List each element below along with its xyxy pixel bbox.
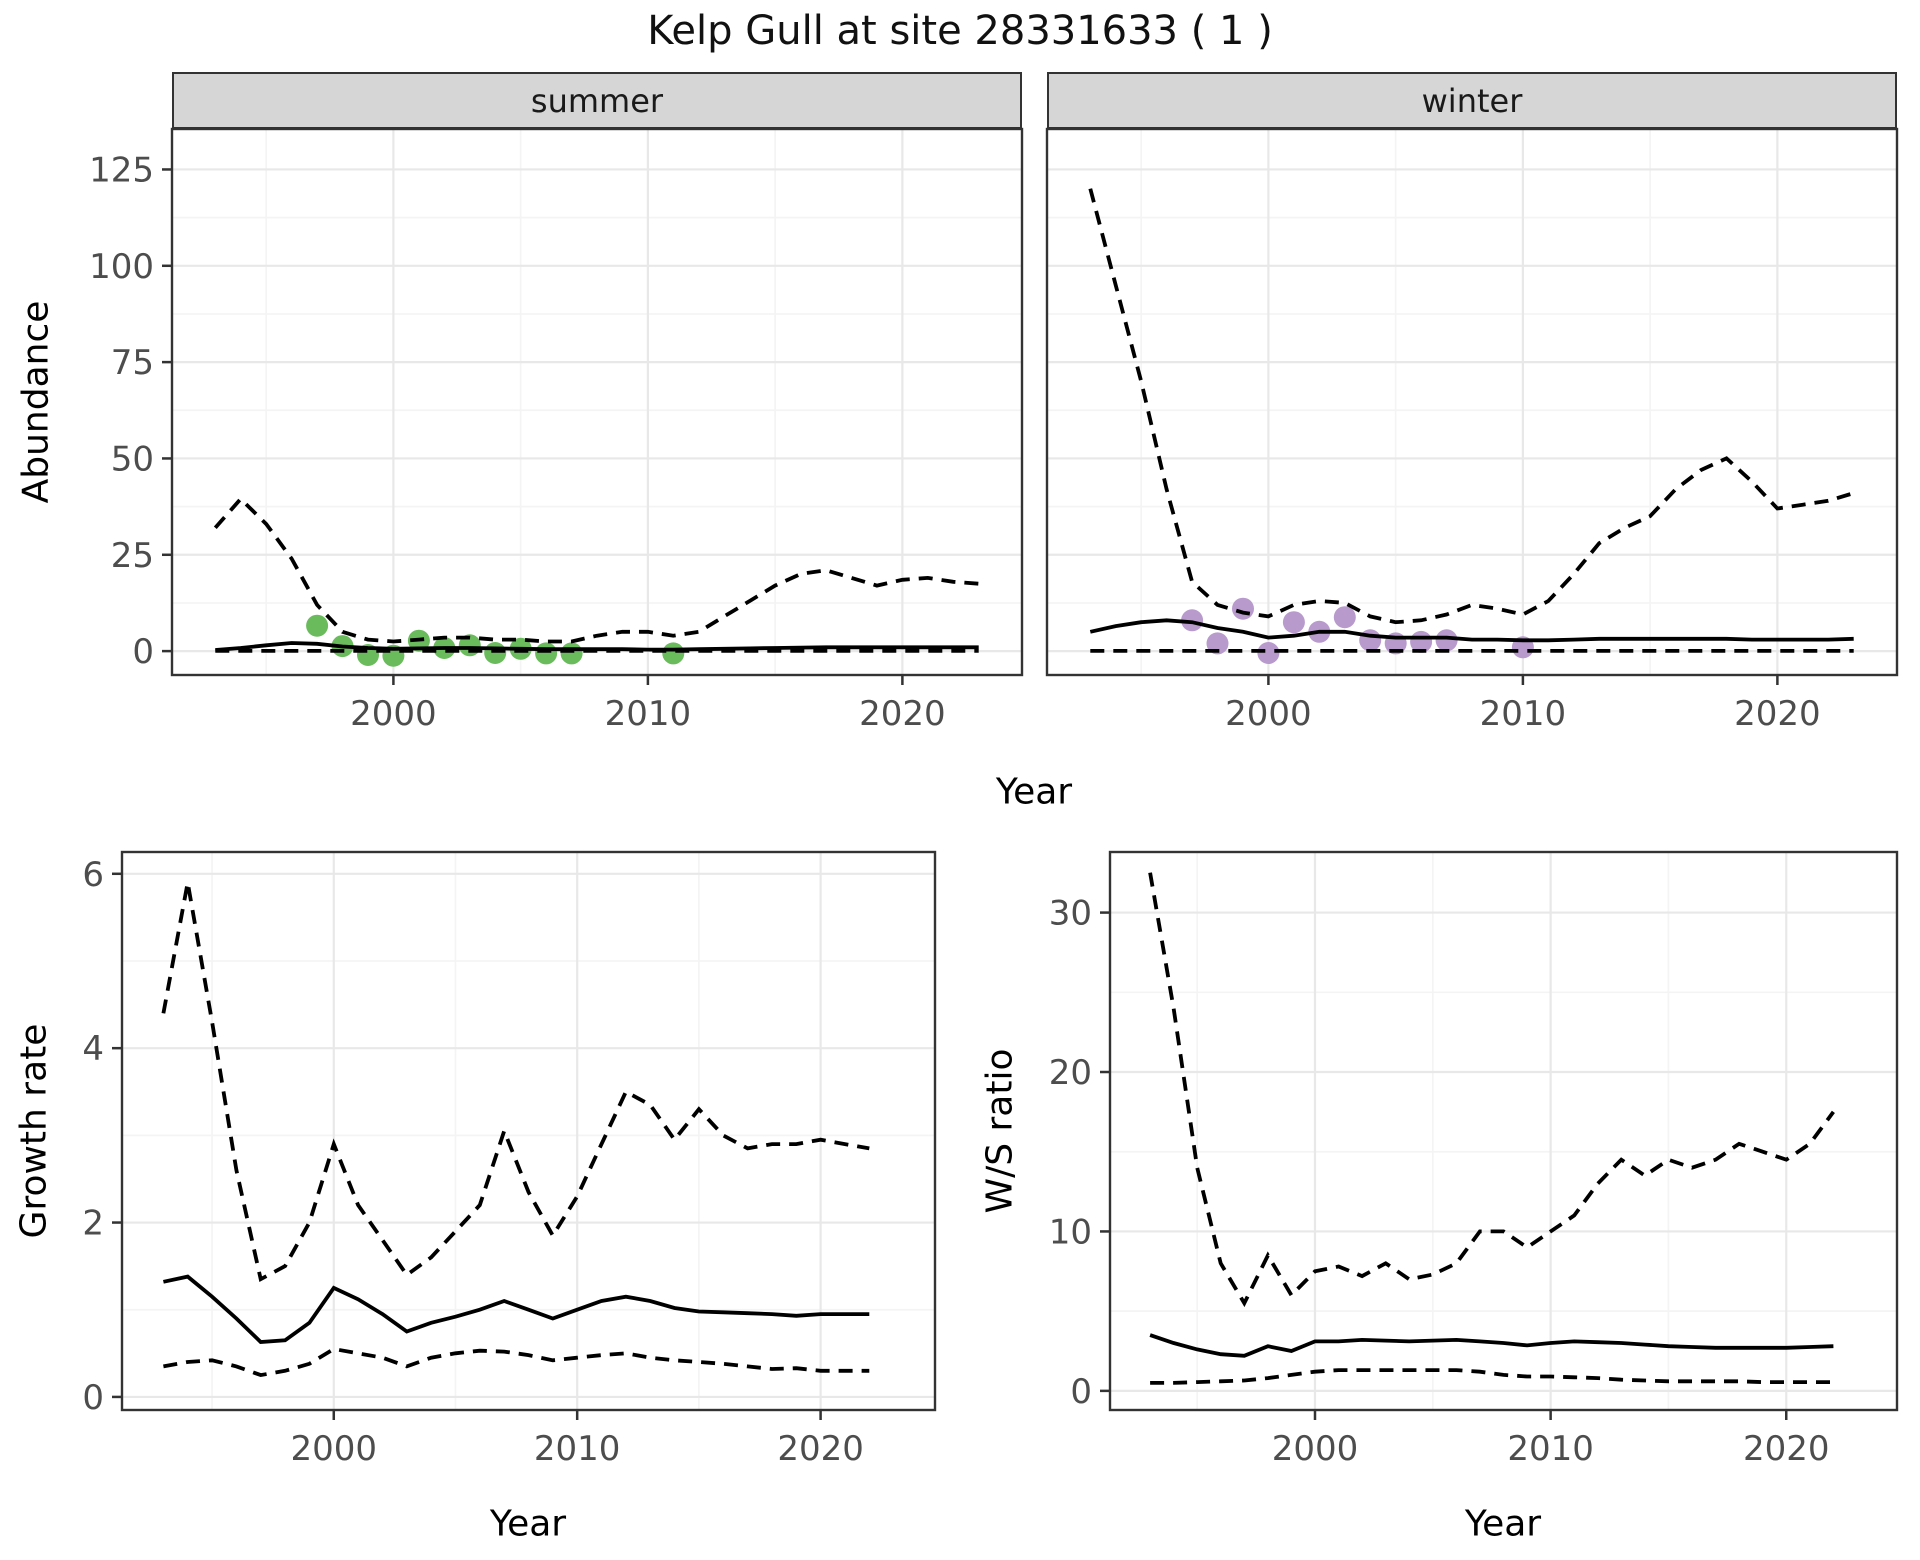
series-median-ws: [1149, 1333, 1834, 1358]
x-tick-label: 2010: [1480, 694, 1567, 734]
series-upper_ci-summer: [213, 496, 979, 644]
x-axis-title-year-bottom-right: Year: [1464, 1503, 1542, 1545]
panel-growth: 2000 2010 2020 0 2 4 6: [82, 850, 937, 1469]
y-tick-label: 100: [89, 247, 154, 287]
facet-strip-winter: winter: [1047, 72, 1897, 129]
y-tick-label: 30: [1049, 894, 1092, 934]
x-tick-label: 2000: [1225, 694, 1312, 734]
x-tick-label: 2020: [1743, 1429, 1830, 1469]
x-tick-label: 2000: [1272, 1429, 1359, 1469]
y-tick-label: 0: [82, 1378, 104, 1418]
y-tick-label: 4: [82, 1029, 104, 1069]
y-axis-title-abundance: Abundance: [15, 300, 57, 504]
y-tick-label: 75: [111, 343, 154, 383]
y-tick-label: 6: [82, 855, 104, 895]
y-axis-title-growth-rate: Growth rate: [13, 1023, 55, 1239]
x-tick-label: 2020: [859, 694, 946, 734]
x-axis-title-year-top: Year: [995, 771, 1073, 813]
panel-summer: 2000 2010 2020 0 25 50 75 100 125: [89, 127, 1024, 734]
series-upper_ci-growth: [161, 882, 870, 1283]
facet-strip-summer: summer: [172, 72, 1022, 129]
x-tick-label: 2010: [534, 1429, 621, 1469]
x-tick-label: 2020: [777, 1429, 864, 1469]
x-tick-label: 2000: [291, 1429, 378, 1469]
page-title: Kelp Gull at site 28331633 ( 1 ): [647, 8, 1273, 54]
series-median-growth: [163, 1274, 870, 1344]
y-tick-label: 125: [89, 150, 154, 190]
y-tick-label: 50: [111, 439, 154, 479]
x-tick-label: 2010: [1507, 1429, 1594, 1469]
x-axis-title-year-bottom-left: Year: [489, 1503, 567, 1545]
y-tick-label: 0: [1070, 1372, 1092, 1412]
y-tick-label: 2: [82, 1204, 104, 1244]
panel-winter: 2000 2010 2020: [1045, 127, 1899, 734]
y-tick-label: 0: [132, 632, 154, 672]
facet-strip-winter-label: winter: [1421, 81, 1523, 120]
x-tick-label: 2000: [350, 694, 437, 734]
x-tick-label: 2020: [1734, 694, 1821, 734]
panel-ws: 2000 2010 2020 0 10 20 30: [1049, 850, 1899, 1469]
series-upper_ci-ws: [1148, 872, 1835, 1308]
y-tick-label: 25: [111, 536, 154, 576]
series-upper_ci-winter: [1088, 188, 1855, 625]
series-lower_ci-growth: [163, 1347, 870, 1378]
y-axis-title-ws-ratio: W/S ratio: [979, 1048, 1021, 1214]
series-median-winter: [1089, 618, 1854, 643]
y-tick-label: 10: [1049, 1212, 1092, 1252]
y-tick-label: 20: [1049, 1053, 1092, 1093]
facet-strip-summer-label: summer: [530, 81, 664, 120]
series-median-summer: [215, 641, 979, 652]
x-tick-label: 2010: [605, 694, 692, 734]
